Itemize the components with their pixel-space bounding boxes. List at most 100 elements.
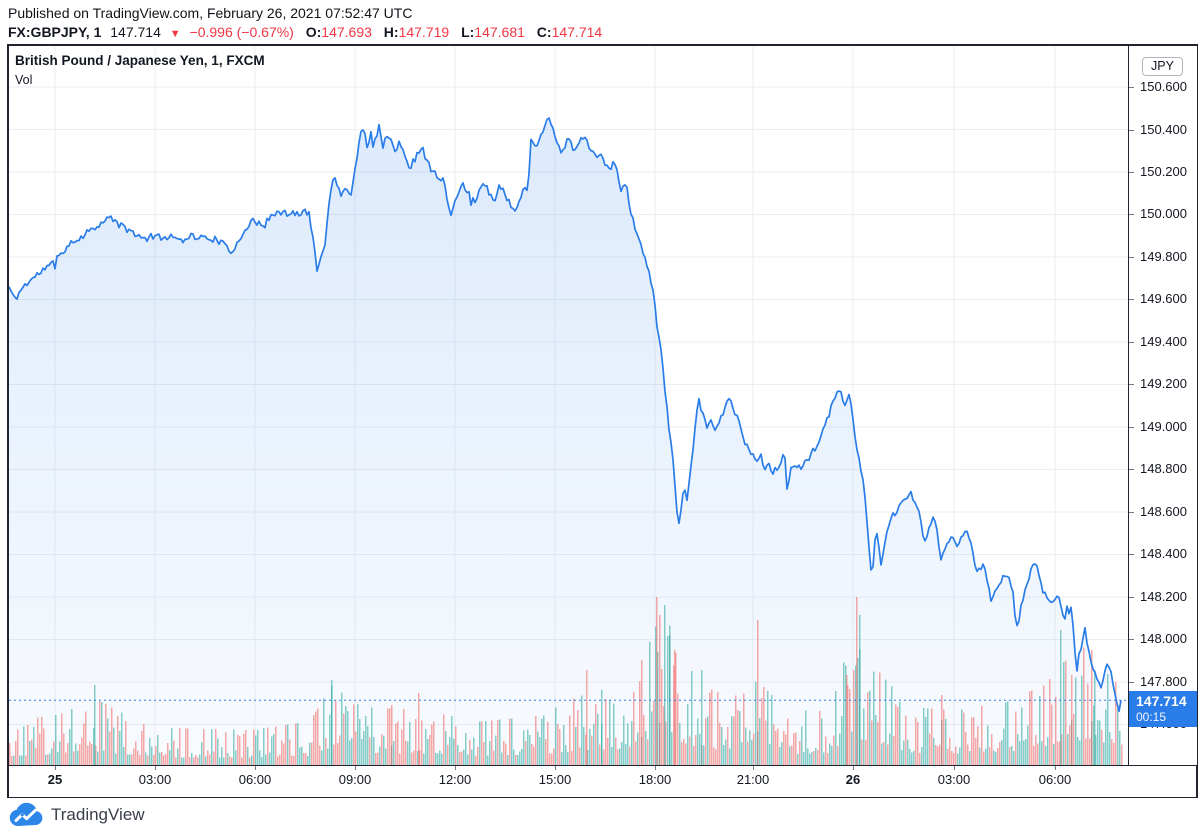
volume-bar xyxy=(585,734,587,765)
price-axis-label: 149.000 xyxy=(1140,418,1187,434)
volume-bar xyxy=(315,711,317,765)
volume-bar xyxy=(73,751,75,765)
volume-bar xyxy=(693,746,695,765)
volume-bar xyxy=(1121,744,1123,765)
volume-bar xyxy=(879,672,881,765)
volume-bar xyxy=(109,731,111,765)
volume-bar xyxy=(855,665,857,765)
volume-bar xyxy=(685,743,687,765)
volume-bar xyxy=(351,737,353,765)
volume-bar xyxy=(275,726,277,765)
volume-bar xyxy=(85,711,87,765)
volume-bar xyxy=(999,742,1001,765)
volume-bar xyxy=(269,752,271,765)
volume-bar xyxy=(1077,736,1079,765)
volume-bar xyxy=(639,680,641,765)
price-axis-tick xyxy=(1129,469,1134,471)
volume-bar xyxy=(151,746,153,765)
volume-bar xyxy=(691,670,693,765)
volume-bar xyxy=(319,745,321,765)
volume-bar xyxy=(683,739,685,765)
volume-bar xyxy=(457,745,459,765)
volume-bar xyxy=(201,741,203,765)
price-axis-tick xyxy=(1129,214,1134,216)
volume-bar xyxy=(815,748,817,765)
volume-bar xyxy=(117,716,119,765)
volume-bar xyxy=(397,721,399,765)
volume-bar xyxy=(343,713,345,765)
volume-bar xyxy=(235,750,237,765)
volume-bar xyxy=(243,733,245,765)
volume-bar xyxy=(823,752,825,765)
volume-bar xyxy=(1081,675,1083,765)
volume-bar xyxy=(139,755,141,765)
volume-bar xyxy=(951,751,953,765)
price-axis-label: 149.800 xyxy=(1140,248,1187,264)
volume-bar xyxy=(839,733,841,765)
volume-bar xyxy=(499,719,501,765)
volume-bar xyxy=(949,738,951,765)
volume-bar xyxy=(571,751,573,765)
volume-spike-bar xyxy=(1071,675,1073,765)
volume-bar xyxy=(291,755,293,765)
volume-bar xyxy=(103,750,105,765)
price-axis-tick xyxy=(1129,596,1134,598)
volume-bar xyxy=(761,698,763,765)
volume-bar xyxy=(1117,709,1119,765)
price-axis-tick xyxy=(1129,426,1134,428)
volume-bar xyxy=(783,731,785,765)
time-axis-label: 26 xyxy=(845,772,861,787)
volume-bar xyxy=(349,740,351,765)
volume-bar xyxy=(225,731,227,765)
volume-bar xyxy=(677,693,679,765)
volume-bar xyxy=(809,753,811,765)
volume-bar xyxy=(739,711,741,765)
volume-bar xyxy=(277,756,279,765)
volume-bar xyxy=(455,726,457,765)
volume-bar xyxy=(37,717,39,765)
time-axis-label: 03:00 xyxy=(138,772,172,787)
volume-bar xyxy=(19,755,21,765)
volume-bar xyxy=(733,716,735,765)
volume-bar xyxy=(59,741,61,765)
volume-bar xyxy=(657,651,659,765)
volume-bar xyxy=(837,746,839,765)
volume-spike-bar xyxy=(1091,650,1093,765)
volume-bar xyxy=(395,723,397,765)
volume-bar xyxy=(799,741,801,765)
volume-bar xyxy=(93,727,95,765)
volume-bar xyxy=(489,741,491,765)
volume-bar xyxy=(1035,735,1037,765)
volume-bar xyxy=(547,722,549,765)
volume-bar xyxy=(895,704,897,765)
published-line: Published on TradingView.com, February 2… xyxy=(8,5,413,21)
volume-bar xyxy=(233,729,235,765)
volume-bar xyxy=(297,723,299,765)
volume-bar xyxy=(1103,742,1105,765)
volume-bar xyxy=(61,713,63,765)
volume-bar xyxy=(625,744,627,765)
volume-bar xyxy=(317,708,319,765)
volume-bar xyxy=(929,733,931,765)
volume-bar xyxy=(909,748,911,765)
volume-bar xyxy=(871,720,873,765)
volume-bar xyxy=(347,710,349,765)
volume-bar xyxy=(959,747,961,765)
volume-bar xyxy=(173,740,175,765)
volume-bar xyxy=(595,704,597,765)
volume-bar xyxy=(587,749,589,765)
volume-bar xyxy=(439,750,441,765)
volume-bar xyxy=(437,753,439,765)
volume-bar xyxy=(129,754,131,765)
volume-spike-bar xyxy=(586,670,588,765)
volume-bar xyxy=(321,750,323,765)
volume-bar xyxy=(765,720,767,765)
volume-bar xyxy=(807,748,809,765)
volume-spike-bar xyxy=(941,695,943,765)
volume-bar xyxy=(569,715,571,765)
volume-bar xyxy=(333,744,335,765)
volume-bar xyxy=(897,707,899,765)
tradingview-logo[interactable]: TradingView xyxy=(8,802,145,828)
volume-bar xyxy=(667,636,669,765)
volume-bar xyxy=(459,752,461,765)
